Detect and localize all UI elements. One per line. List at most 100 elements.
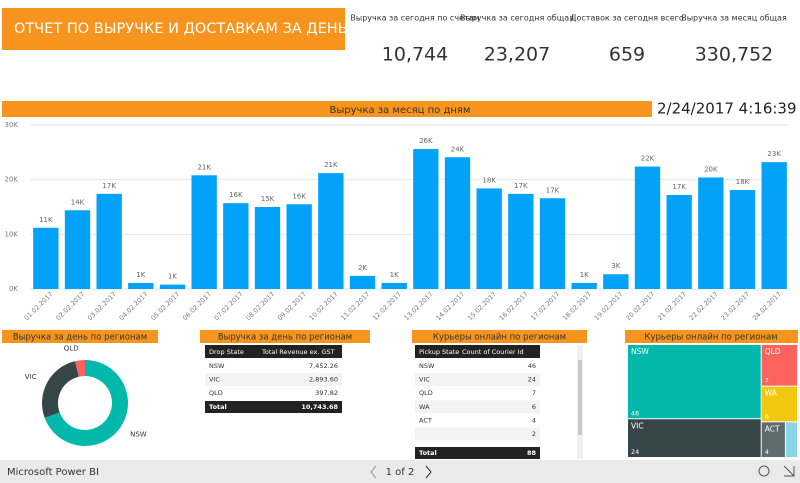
treemap-cell [785,422,797,457]
footer-bar [0,460,800,483]
table-header [415,345,540,358]
x-tick-label: 09.02.2017 [276,290,308,322]
x-tick-label: 08.02.2017 [244,290,276,322]
bar [223,203,249,289]
y-tick-label: 0K [9,285,18,293]
timestamp: 2/24/2017 4:16:39 ... [657,100,800,118]
chart-title: Выручка за месяц по дням [330,105,471,116]
brand: Microsoft Power BI [7,467,99,478]
bar [508,193,534,289]
data-label: 26K [419,137,433,145]
panel-header [200,330,370,343]
kpi-value: 330,752 [695,44,774,66]
bar [33,227,59,289]
x-tick-label: 20.02.2017 [624,290,656,322]
next-page[interactable] [425,465,432,479]
cell: 6 [532,403,536,411]
table-header [205,345,342,358]
y-tick-label: 30K [5,121,19,129]
total-label: Total [419,449,437,457]
x-tick-label: 06.02.2017 [181,290,213,322]
pager: 1 of 2 [386,467,415,478]
bar [64,210,91,289]
column-header: Total Revenue ex. GST [261,348,335,356]
cell: VIC [209,376,220,384]
cell-label: NSW [631,347,649,356]
slice-label: VIC [25,373,37,381]
donut-slice [41,361,79,418]
total-value: 88 [527,449,537,457]
x-tick-label: 12.02.2017 [371,290,403,322]
report-title: ОТЧЕТ ПО ВЫРУЧКЕ И ДОСТАВКАМ ЗА ДЕНЬ [14,21,348,37]
data-label: 1K [390,271,399,279]
slice-label: NSW [130,430,147,438]
treemap-cell [761,345,797,386]
data-label: 17K [546,186,560,194]
data-label: 23K [767,150,781,158]
cell: 46 [528,362,536,370]
prev-page[interactable] [370,465,377,479]
treemap-cell [628,419,761,457]
y-tick-label: 20K [5,176,19,184]
cell: NSW [209,362,225,370]
x-tick-label: 02.02.2017 [54,290,86,322]
panel-header [2,330,158,343]
header-box [2,8,345,50]
section-bar [2,101,798,117]
bar [128,282,154,289]
cell: 7,452.26 [309,362,338,370]
data-label: 16K [229,191,243,199]
bar [349,275,376,289]
total-label: Total [209,403,227,411]
x-tick-label: 24.02.2017 [751,290,783,322]
cell: ACT [419,416,432,424]
x-tick-label: 04.02.2017 [118,290,150,322]
data-label: 24K [451,145,465,153]
table-title: Курьеры онлайн по регионам [433,333,566,343]
treemap-cell [761,422,785,457]
data-label: 11K [39,216,53,224]
data-label: 21K [197,163,211,171]
data-label: 1K [168,273,177,281]
x-tick-label: 18.02.2017 [561,290,593,322]
kpi-label: Выручка за сегодня общая [460,14,574,23]
bar [318,173,344,289]
bar [159,284,186,289]
column-header: Pickup State [419,348,459,356]
x-tick-label: 21.02.2017 [656,290,688,322]
cell-label: WA [765,389,778,398]
bar [381,282,407,289]
treemap-cell [628,345,761,419]
cell: 24 [528,376,536,384]
data-label: 18K [736,178,750,186]
total-row [205,401,342,413]
cell: 397.82 [315,389,338,397]
kpi-value: 10,744 [382,44,448,66]
share-icon[interactable] [758,465,770,477]
x-tick-label: 14.02.2017 [434,290,466,322]
timestamp-box [652,99,798,119]
data-label: 15K [261,195,275,203]
bar [634,166,661,289]
data-label: 16K [292,192,306,200]
cell-value: 46 [631,409,639,417]
scrollbar-thumb[interactable] [578,360,582,435]
cell: WA [419,403,430,411]
cell: NSW [419,362,435,370]
kpi-label: Выручка за сегодня по счетам [350,14,479,23]
data-label: 21K [324,161,338,169]
fullscreen-icon[interactable] [783,465,795,477]
cell-value: 24 [631,448,639,456]
data-label: 17K [672,183,686,191]
kpi-label: Выручка за месяц общая [681,14,787,23]
cell: 7 [532,389,536,397]
bar [254,207,281,289]
data-label: 17K [514,182,528,190]
x-tick-label: 17.02.2017 [529,290,561,322]
cell: QLD [419,389,433,397]
total-row [415,447,540,459]
bar [444,157,471,289]
x-tick-label: 15.02.2017 [466,290,498,322]
chart-title: Выручка за день по регионам [13,333,147,343]
